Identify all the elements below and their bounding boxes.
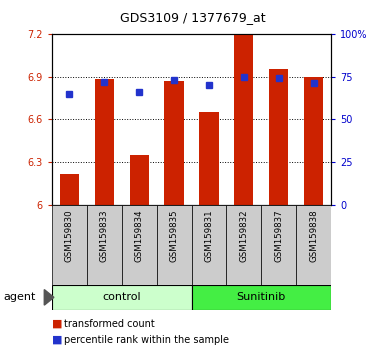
Bar	[122, 205, 157, 285]
Bar	[60, 174, 79, 205]
Bar	[199, 112, 219, 205]
Bar	[130, 155, 149, 205]
Bar	[157, 205, 192, 285]
Text: Sunitinib: Sunitinib	[237, 292, 286, 302]
Text: agent: agent	[4, 292, 36, 302]
Text: percentile rank within the sample: percentile rank within the sample	[64, 335, 229, 345]
Bar	[87, 205, 122, 285]
Text: GSM159835: GSM159835	[169, 209, 179, 262]
Bar	[192, 205, 226, 285]
Bar	[296, 205, 331, 285]
Bar	[164, 81, 184, 205]
Text: GSM159832: GSM159832	[239, 209, 248, 262]
Bar	[261, 205, 296, 285]
Text: GSM159834: GSM159834	[135, 209, 144, 262]
Text: control: control	[102, 292, 141, 302]
Bar	[304, 76, 323, 205]
Bar	[269, 69, 288, 205]
Text: GSM159838: GSM159838	[309, 209, 318, 262]
Text: GSM159837: GSM159837	[274, 209, 283, 262]
Bar	[95, 79, 114, 205]
Bar	[234, 34, 253, 205]
Text: GDS3109 / 1377679_at: GDS3109 / 1377679_at	[120, 11, 265, 24]
Text: ■: ■	[52, 319, 62, 329]
Text: transformed count: transformed count	[64, 319, 154, 329]
Text: GSM159830: GSM159830	[65, 209, 74, 262]
Text: ■: ■	[52, 335, 62, 345]
Bar	[192, 285, 331, 310]
Polygon shape	[44, 290, 54, 305]
Bar	[226, 205, 261, 285]
Text: GSM159831: GSM159831	[204, 209, 214, 262]
Bar	[52, 205, 87, 285]
Text: GSM159833: GSM159833	[100, 209, 109, 262]
Bar	[52, 285, 192, 310]
